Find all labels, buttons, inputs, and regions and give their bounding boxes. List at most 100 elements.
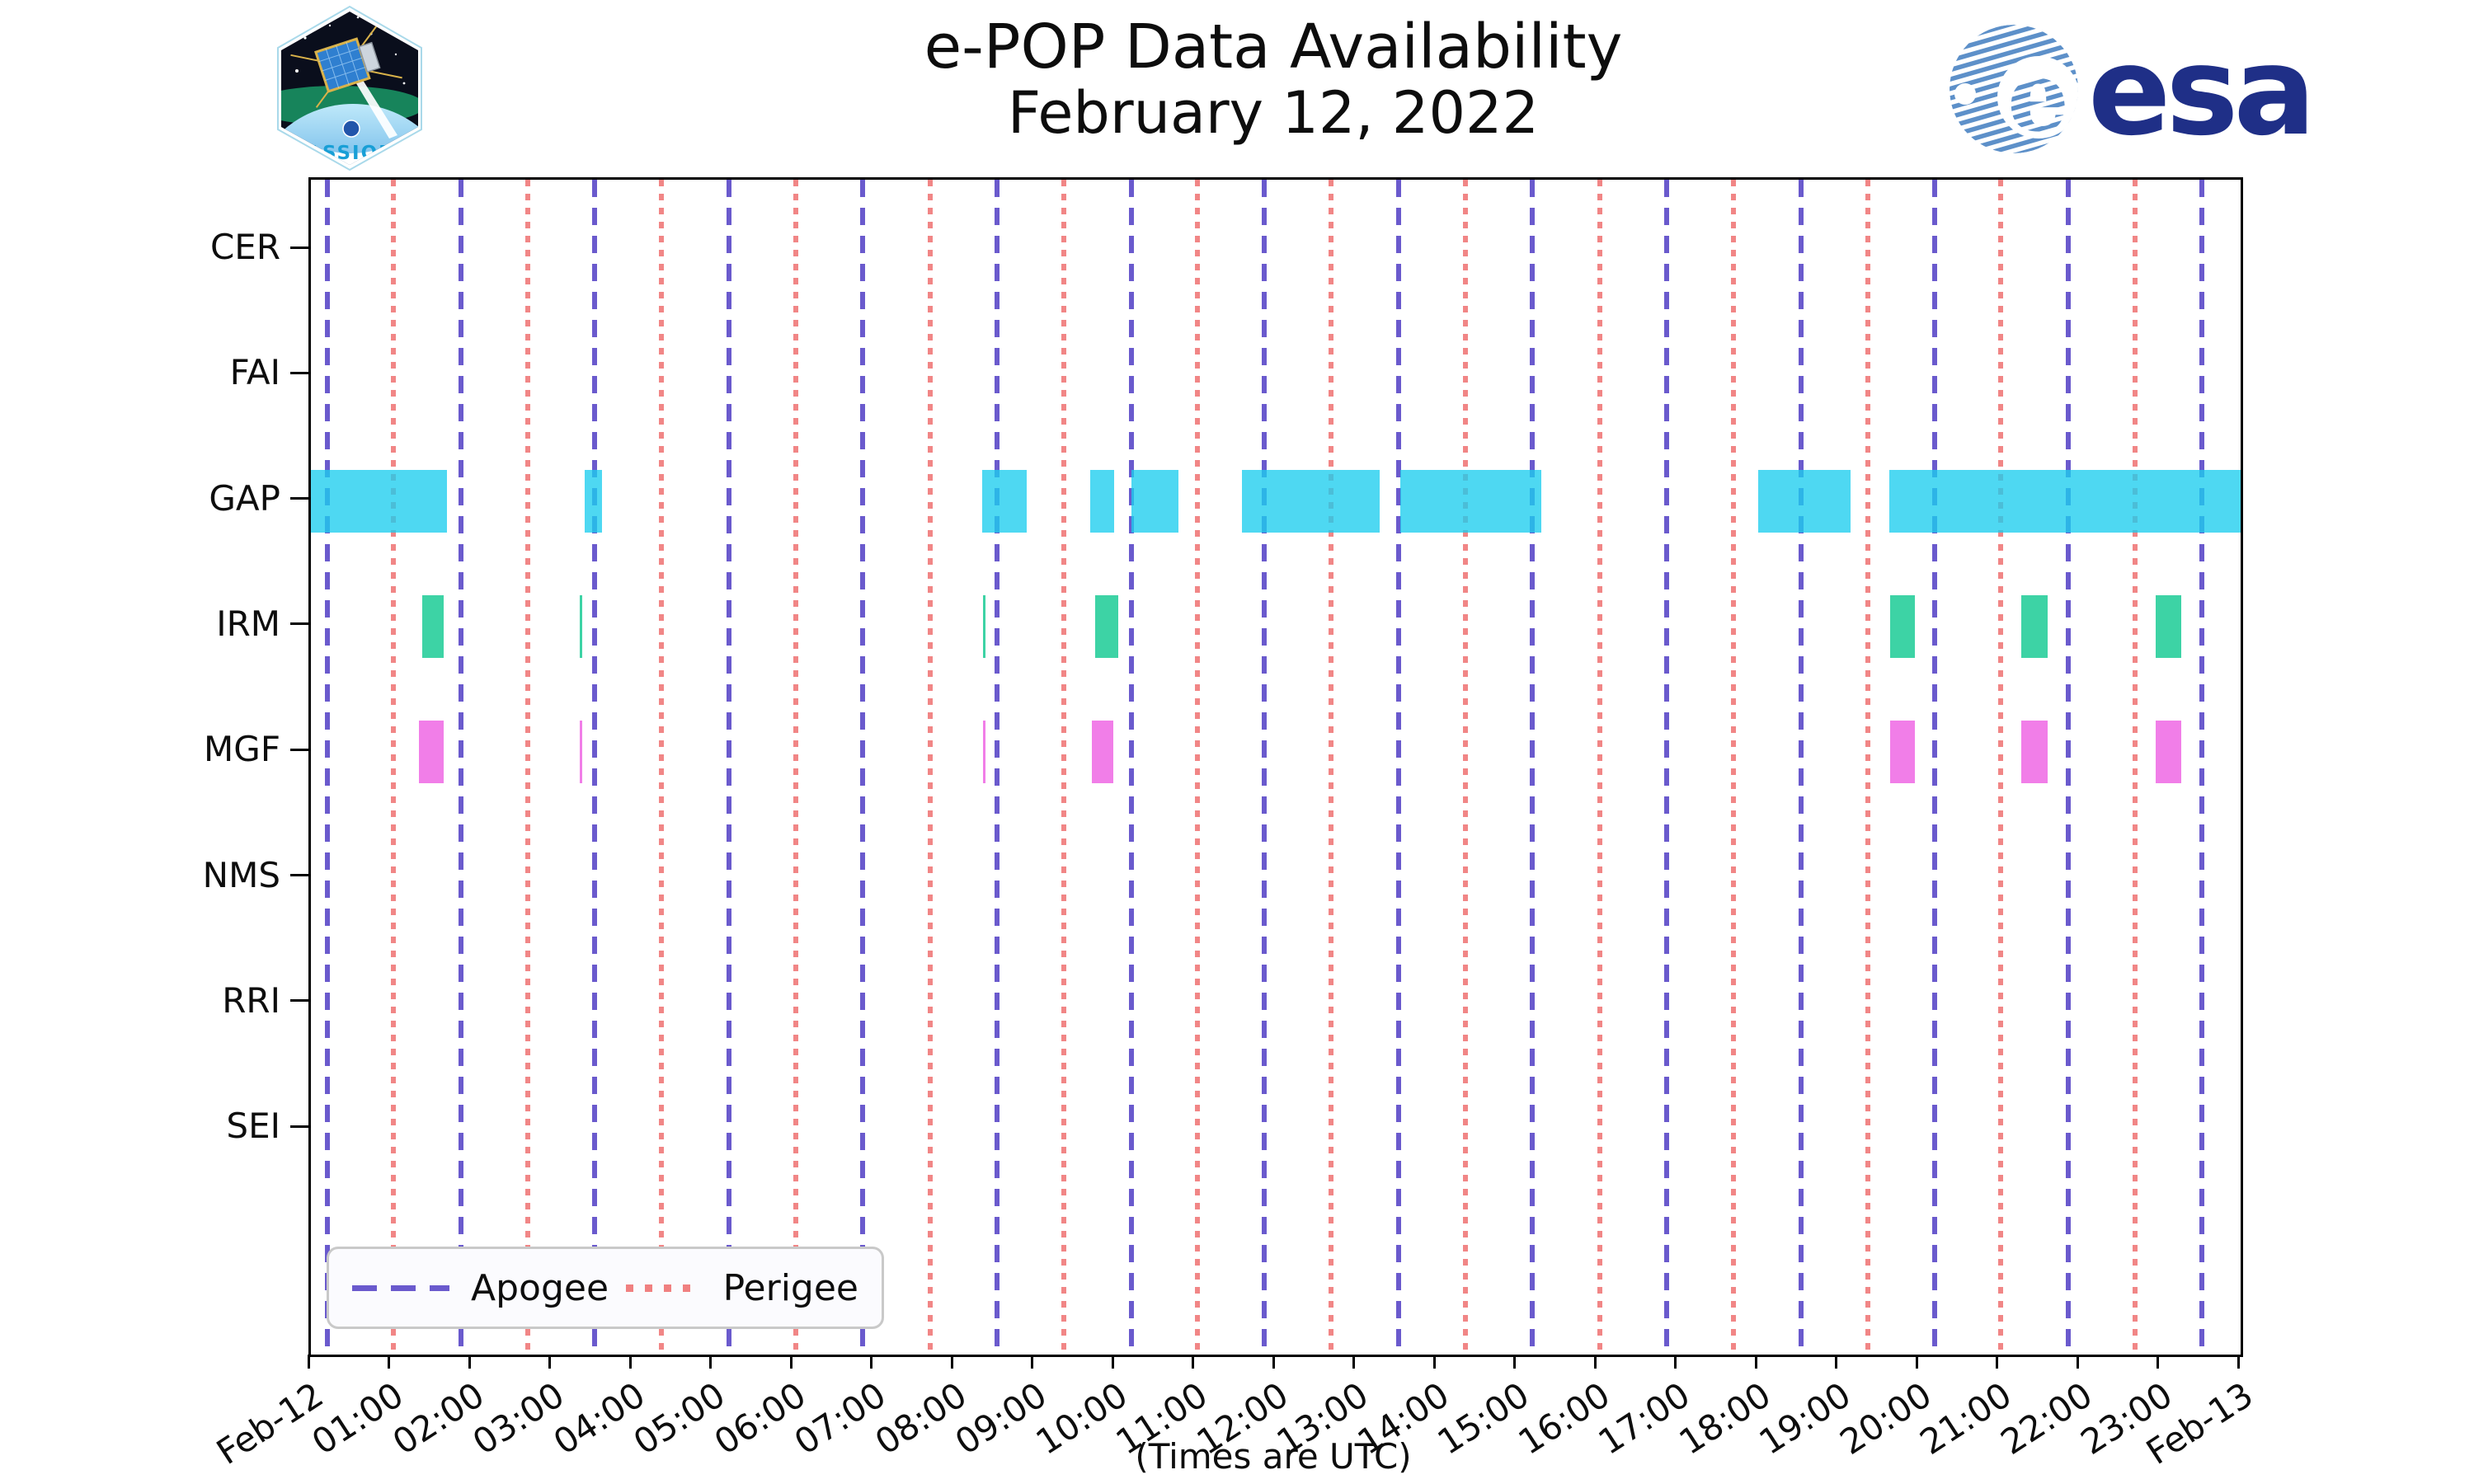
perigee-line	[927, 180, 933, 1355]
y-axis-label: MGF	[204, 729, 280, 770]
availability-bar-irm	[1094, 594, 1118, 658]
perigee-line	[1998, 180, 2004, 1355]
apogee-line	[859, 180, 865, 1355]
cassiope-mission-patch: CASSIOPE	[272, 5, 427, 175]
patch-agency-roundel	[342, 120, 360, 138]
y-axis-label: CER	[209, 227, 280, 267]
availability-bar-gap	[1242, 469, 1380, 533]
apogee-line	[1262, 180, 1268, 1355]
perigee-line	[2133, 180, 2138, 1355]
apogee-line	[994, 180, 999, 1355]
esa-wordmark: esa	[2088, 21, 2311, 157]
perigee-line	[659, 180, 665, 1355]
x-axis-footnote: (Times are UTC)	[1135, 1436, 1412, 1477]
perigee-line	[1463, 180, 1469, 1355]
x-axis-tick	[1835, 1355, 1837, 1369]
plot-area	[311, 180, 2241, 1355]
legend-item-perigee: Perigee	[625, 1266, 858, 1309]
svg-text:e: e	[2007, 39, 2069, 153]
apogee-line	[459, 180, 464, 1355]
esa-logo: e esa	[1946, 21, 2334, 162]
legend-perigee-label: Perigee	[722, 1266, 858, 1309]
perigee-line	[1061, 180, 1066, 1355]
x-axis-tick	[307, 1355, 310, 1369]
apogee-line	[1798, 180, 1804, 1355]
x-axis-tick	[1031, 1355, 1033, 1369]
x-axis-tick	[870, 1355, 872, 1369]
availability-bar-gap	[1758, 469, 1851, 533]
availability-bar-mgf	[1889, 721, 1916, 784]
legend-apogee-label: Apogee	[471, 1266, 609, 1309]
y-axis-label: GAP	[209, 477, 280, 519]
availability-bar-mgf	[2020, 721, 2048, 784]
apogee-dashed-line-sample	[352, 1284, 449, 1291]
availability-bar-gap	[311, 469, 447, 533]
y-axis-label: SEI	[226, 1106, 280, 1147]
esa-globe-icon: e	[1950, 25, 2078, 153]
x-axis-tick	[2236, 1355, 2240, 1369]
x-axis-tick	[1593, 1355, 1597, 1369]
y-axis-label: NMS	[202, 854, 280, 895]
availability-bar-gap	[1400, 469, 1541, 533]
x-axis-tick	[789, 1355, 793, 1369]
apogee-line	[2066, 180, 2072, 1355]
x-axis-tick	[1996, 1355, 1998, 1369]
availability-bar-irm	[1889, 594, 1916, 658]
apogee-line	[1396, 180, 1402, 1355]
y-axis-tick	[290, 999, 308, 1003]
perigee-line	[391, 180, 397, 1355]
x-axis-tick	[2076, 1355, 2079, 1369]
x-axis-tick	[1754, 1355, 1757, 1369]
x-axis-tick	[1513, 1355, 1516, 1369]
apogee-line	[1128, 180, 1134, 1355]
perigee-line	[1865, 180, 1870, 1355]
perigee-line	[1329, 180, 1334, 1355]
apogee-line	[592, 180, 598, 1355]
availability-bar-irm	[579, 594, 582, 658]
y-axis-tick	[290, 748, 308, 751]
y-axis-tick	[290, 246, 308, 249]
availability-bar-gap	[1089, 469, 1115, 533]
chart-subtitle: February 12, 2022	[1007, 78, 1540, 147]
apogee-line	[2199, 180, 2205, 1355]
chart-title: e-POP Data Availability	[924, 12, 1623, 82]
x-axis-tick	[548, 1355, 551, 1369]
y-axis-tick	[290, 622, 308, 626]
availability-bar-mgf	[2155, 721, 2181, 784]
patch-beam	[355, 77, 397, 139]
availability-bar-gap	[585, 469, 602, 533]
x-axis-tick	[1674, 1355, 1677, 1369]
apogee-line	[1530, 180, 1536, 1355]
legend-item-apogee: Apogee	[352, 1267, 609, 1309]
chart-header: e-POP Data Availability February 12, 202…	[308, 12, 2238, 147]
perigee-dotted-line-sample	[625, 1284, 702, 1292]
x-axis-tick	[1272, 1355, 1275, 1369]
apogee-line	[324, 180, 330, 1355]
y-axis-tick	[290, 874, 308, 876]
availability-bar-mgf	[1091, 721, 1114, 784]
availability-bar-irm	[2020, 594, 2048, 658]
availability-bar-gap	[1888, 469, 2241, 533]
x-axis-tick	[1111, 1355, 1114, 1369]
x-axis-tick	[628, 1355, 632, 1369]
x-axis-tick	[388, 1355, 390, 1369]
x-axis-tick	[950, 1355, 953, 1369]
patch-satellite	[290, 21, 402, 108]
x-axis-tick	[2157, 1355, 2159, 1369]
availability-bar-irm	[2155, 594, 2181, 658]
apogee-line	[727, 180, 731, 1355]
x-axis-tick	[1352, 1355, 1355, 1369]
availability-bar-gap	[1131, 469, 1179, 533]
x-axis-tick	[1192, 1355, 1194, 1369]
y-axis-label: IRM	[216, 603, 280, 644]
perigee-line	[525, 180, 531, 1355]
x-axis-tick	[468, 1355, 471, 1369]
availability-bar-mgf	[983, 721, 986, 784]
apogee-line	[1931, 180, 1937, 1355]
perigee-line	[793, 180, 798, 1355]
x-axis-tick	[1915, 1355, 1918, 1369]
y-axis-tick	[290, 1125, 308, 1128]
perigee-line	[1730, 180, 1736, 1355]
x-axis-tick	[1432, 1355, 1436, 1369]
y-axis-tick	[290, 497, 308, 500]
